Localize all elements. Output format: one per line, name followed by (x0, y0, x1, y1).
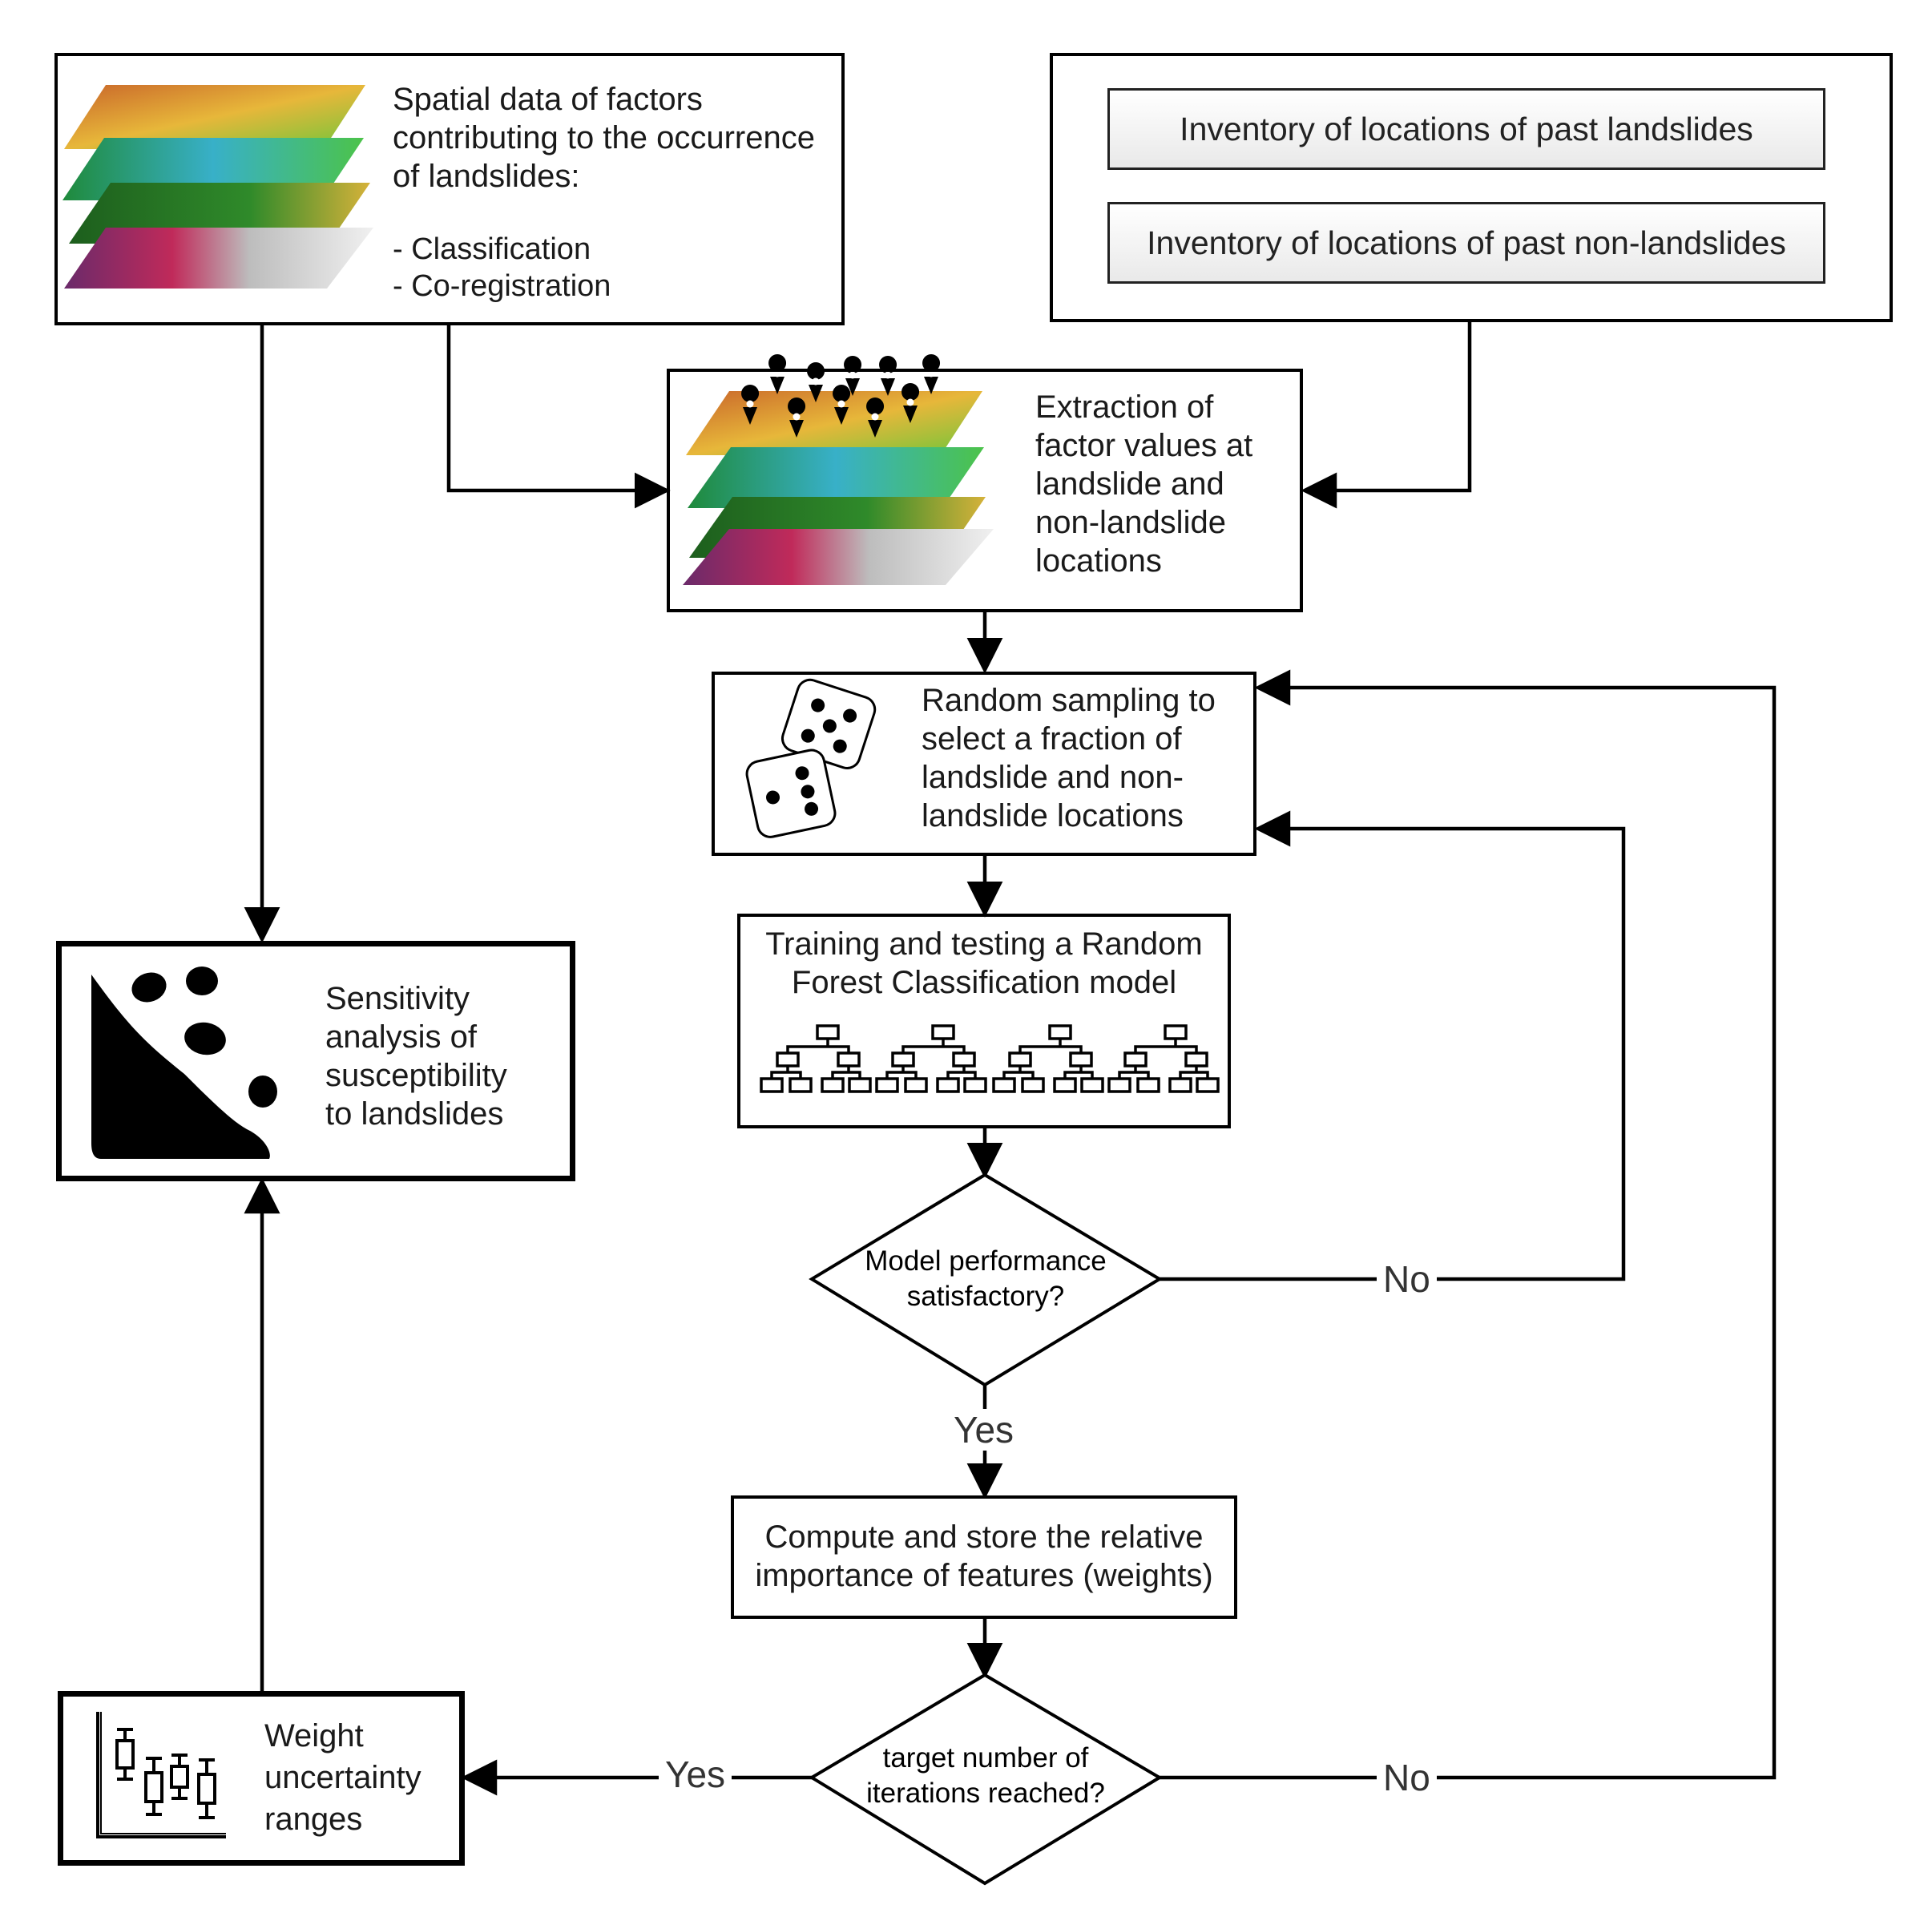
arrow-iterations-no-loop (1160, 669, 1777, 1780)
iterations-decision-text: target number of iterations reached? (866, 1742, 1105, 1809)
boxplot-icon (96, 1712, 226, 1838)
training-text: Training and testing a Random Forest Cla… (765, 926, 1203, 1000)
spatial-data-box (54, 53, 845, 325)
iterations-yes-label: Yes (659, 1754, 732, 1795)
compute-box (731, 1495, 1237, 1619)
sensitivity-text: Sensitivity analysis of susceptibility t… (325, 981, 507, 1132)
rockfall-icon (91, 967, 277, 1159)
weight-text: Weight uncertainty ranges (264, 1718, 421, 1837)
performance-decision-diamond (809, 1172, 1163, 1387)
spatial-data-title: Spatial data of factors contributing to … (393, 82, 815, 194)
map-pin-icon (741, 354, 941, 438)
inventory-landslides-box: Inventory of locations of past landslide… (1107, 88, 1825, 170)
decision-tree-icon (760, 1024, 1220, 1093)
extraction-box (667, 369, 1303, 612)
spatial-data-items: - Classification - Co-registration (393, 232, 611, 303)
connectors (244, 322, 1777, 1796)
performance-no-label: No (1377, 1258, 1437, 1300)
sampling-text: Random sampling to select a fraction of … (922, 683, 1216, 833)
iterations-no-label: No (1377, 1757, 1437, 1798)
extraction-text: Extraction of factor values at landslide… (1035, 389, 1253, 579)
sampling-box (712, 672, 1256, 856)
inventory-non-landslides-box: Inventory of locations of past non-lands… (1107, 202, 1825, 284)
arrow-spatial-to-extraction (446, 325, 671, 509)
extraction-layers-icon (683, 391, 994, 585)
weight-box (58, 1691, 465, 1866)
iterations-decision-diamond (809, 1673, 1163, 1886)
performance-yes-label: Yes (947, 1409, 1021, 1451)
compute-text: Compute and store the relative importanc… (755, 1519, 1213, 1593)
sensitivity-box (56, 941, 575, 1181)
dice-icon (745, 678, 877, 838)
arrow-inventory-to-extraction (1301, 322, 1472, 509)
performance-decision-text: Model performance satisfactory? (865, 1245, 1107, 1312)
map-layers-icon (63, 85, 373, 289)
training-box (737, 914, 1231, 1128)
